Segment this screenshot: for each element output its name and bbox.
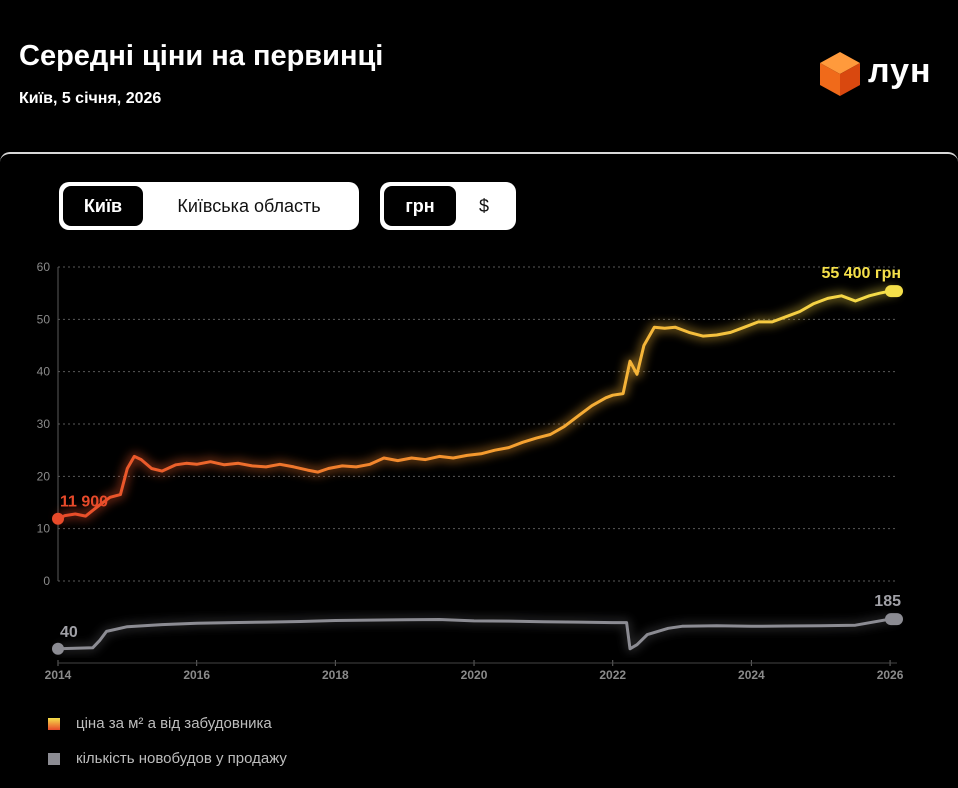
lun-logo: лун [818,50,948,98]
region-toggle: Київ Київська область [59,182,359,230]
header: Середні ціни на первинці Київ, 5 січня, … [0,0,958,152]
legend-swatch-count [48,752,60,765]
legend-item-price: ціна за м² а від забудовника [48,715,272,732]
chart-panel: Київ Київська область грн $ ціна за м² а… [0,152,958,788]
currency-option-uah[interactable]: грн [384,186,456,226]
region-option-kyiv-oblast[interactable]: Київська область [177,195,321,216]
page-subtitle: Київ, 5 січня, 2026 [19,90,162,107]
page-title: Середні ціни на первинці [19,40,384,72]
legend-swatch-price [48,717,60,730]
currency-toggle: грн $ [380,182,516,230]
cube-logo-icon [820,52,860,96]
currency-option-usd[interactable]: $ [478,195,489,216]
legend-item-count: кількість новобудов у продажу [48,750,287,767]
logo-text: лун [868,52,932,90]
legend-label-count: кількість новобудов у продажу [76,750,287,767]
region-option-kyiv[interactable]: Київ [63,186,143,226]
legend-label-price: ціна за м² а від забудовника [76,715,272,732]
